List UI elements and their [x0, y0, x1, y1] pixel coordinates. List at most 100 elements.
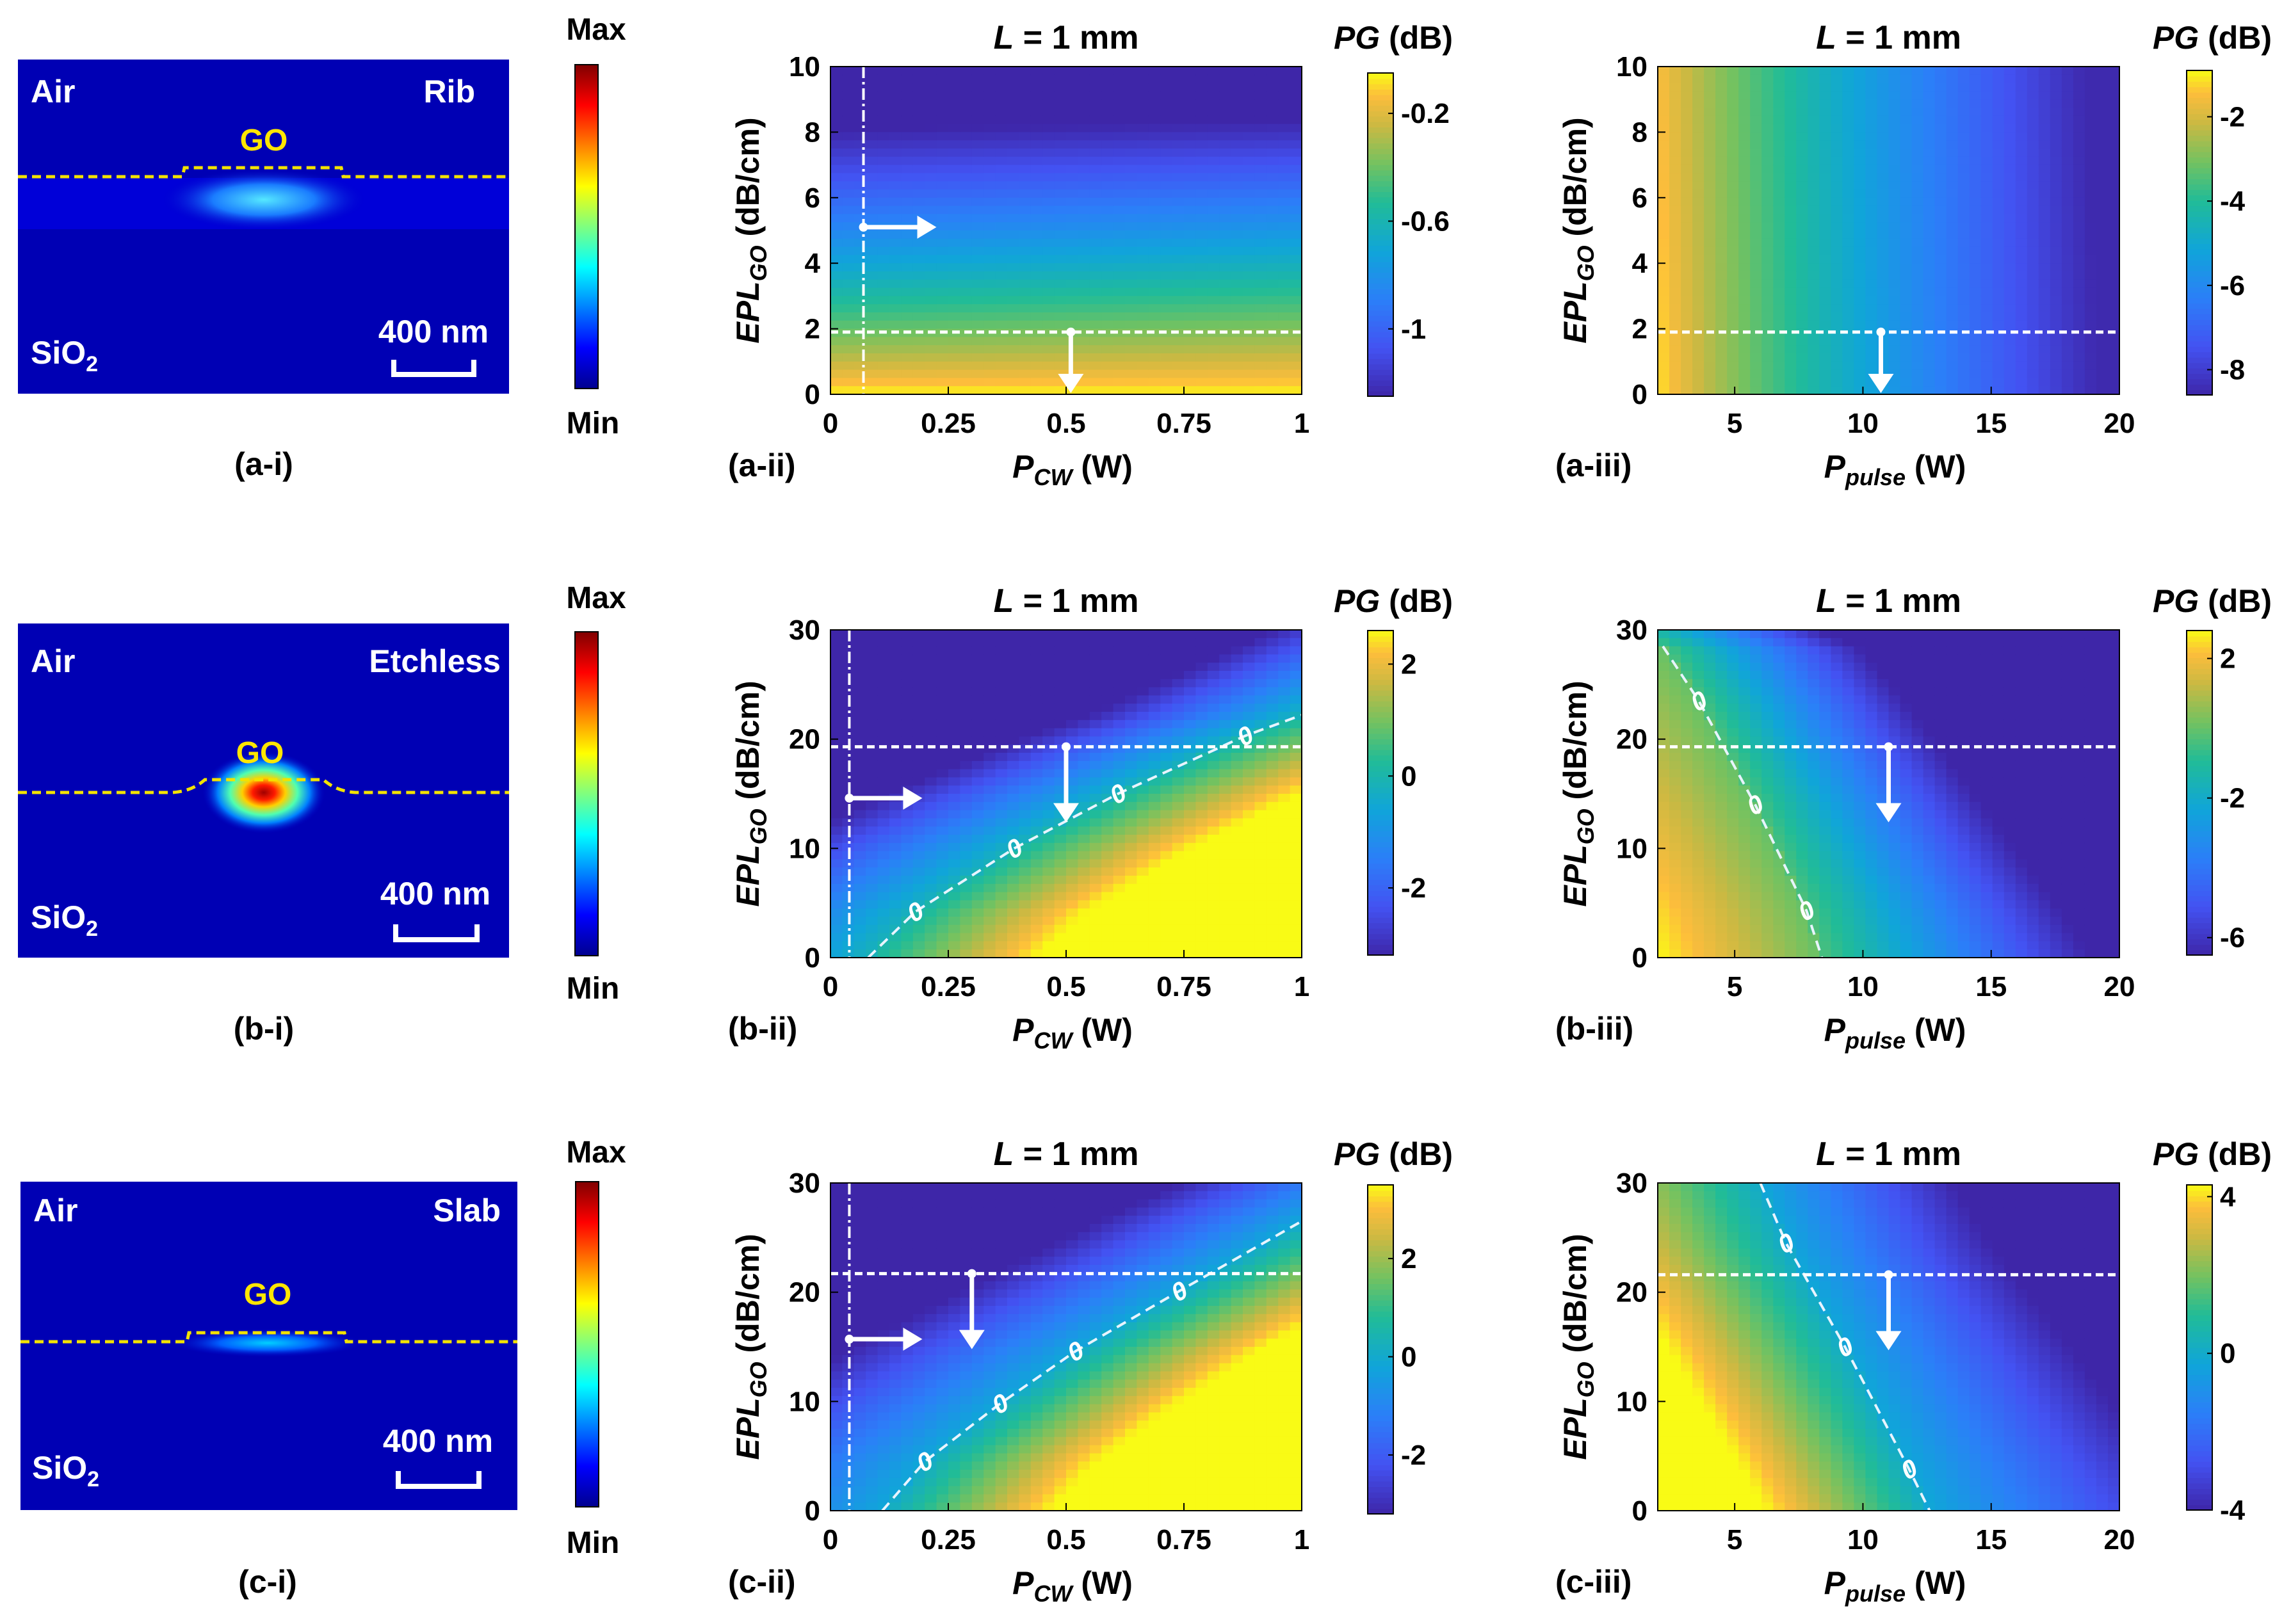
- heatmap-cell: [1054, 851, 1067, 860]
- heatmap-cell: [1900, 378, 1913, 387]
- heatmap-cell: [1231, 312, 1243, 321]
- heatmap-cell: [1030, 941, 1043, 950]
- heatmap-cell: [2038, 271, 2051, 280]
- heatmap-cell: [901, 842, 914, 852]
- heatmap-cell: [1692, 67, 1704, 76]
- heatmap-cell: [1184, 777, 1197, 786]
- heatmap-cell: [1254, 132, 1267, 141]
- heatmap-cell: [2015, 304, 2028, 313]
- heatmap-cell: [1980, 320, 1993, 330]
- heatmap-cell: [830, 687, 843, 696]
- heatmap-cell: [1007, 353, 1020, 362]
- heatmap-cell: [1808, 255, 1820, 264]
- heatmap-cell: [1681, 91, 1693, 100]
- heatmap-cell: [877, 654, 890, 663]
- heatmap-cell: [2108, 304, 2119, 313]
- heatmap-cell: [1172, 924, 1185, 934]
- heatmap-cell: [1243, 296, 1256, 305]
- heatmap-cell: [1254, 222, 1267, 231]
- heatmap-cell: [1715, 361, 1728, 371]
- heatmap-cell: [1172, 842, 1185, 852]
- heatmap-cell: [1160, 165, 1173, 174]
- heatmap-cell: [1957, 205, 1970, 215]
- heatmap-cell: [1266, 883, 1279, 893]
- heatmap-cell: [877, 892, 890, 901]
- heatmap-cell: [1773, 189, 1786, 198]
- heatmap-cell: [1796, 296, 1809, 305]
- heatmap-cell: [2073, 287, 2085, 297]
- heatmap-cell: [1066, 753, 1079, 762]
- heatmap-cell: [866, 630, 878, 639]
- heatmap-cell: [960, 320, 973, 330]
- heatmap-cell: [1207, 361, 1220, 371]
- heatmap-cell: [1773, 132, 1786, 141]
- heatmap-cell: [1773, 238, 1786, 248]
- heatmap-cell: [866, 883, 878, 893]
- heatmap-cell: [1715, 345, 1728, 354]
- heatmap-cell: [1773, 271, 1786, 280]
- heatmap-cell: [971, 124, 984, 133]
- heatmap-cell: [1019, 703, 1032, 712]
- heatmap-cell: [1969, 99, 1982, 108]
- heatmap-cell: [2096, 149, 2109, 157]
- heatmap-cell: [1089, 132, 1102, 141]
- heatmap-cell: [995, 794, 1008, 803]
- heatmap-cell: [1819, 124, 1832, 133]
- heatmap-cell: [936, 687, 949, 696]
- heatmap-cell: [1738, 115, 1751, 125]
- heatmap-cell: [1125, 687, 1138, 696]
- heatmap-cell: [901, 189, 914, 198]
- heatmap-cell: [1819, 238, 1832, 248]
- heatmap-cell: [854, 703, 866, 712]
- heatmap-cell: [854, 296, 866, 305]
- heatmap-cell: [971, 386, 984, 394]
- heatmap-cell: [2015, 361, 2028, 371]
- heatmap-cell: [1888, 149, 1901, 157]
- heatmap-cell: [960, 353, 973, 362]
- heatmap-cell: [1207, 83, 1220, 92]
- heatmap-cell: [901, 679, 914, 688]
- heatmap-cell: [1007, 663, 1020, 671]
- heatmap-cell: [1750, 124, 1762, 133]
- heatmap-cell: [1692, 304, 1704, 313]
- heatmap-cell: [1761, 230, 1774, 239]
- heatmap-cell: [901, 115, 914, 125]
- heatmap-cell: [971, 361, 984, 371]
- heatmap-cell: [1704, 271, 1716, 280]
- heatmap-cell: [1957, 386, 1970, 394]
- heatmap-cell: [995, 801, 1008, 811]
- heatmap-cell: [830, 83, 843, 92]
- heatmap-cell: [1727, 386, 1739, 394]
- heatmap-cell: [1865, 345, 1878, 354]
- heatmap-cell: [1278, 794, 1291, 803]
- mode-colorbar: [574, 64, 599, 389]
- heatmap-cell: [1877, 287, 1890, 297]
- heatmap-cell: [1831, 83, 1843, 92]
- heatmap-cell: [1137, 246, 1149, 256]
- heatmap-cell: [1089, 671, 1102, 680]
- colorbar-segment: [2187, 211, 2212, 217]
- heatmap-cell: [1019, 74, 1032, 84]
- heatmap-cell: [1738, 197, 1751, 207]
- chart-title: L = 1 mm: [1816, 19, 1961, 56]
- heatmap-cell: [1819, 296, 1832, 305]
- heatmap-cell: [1785, 230, 1797, 239]
- heatmap-cell: [889, 679, 902, 688]
- heatmap-cell: [1243, 867, 1256, 876]
- heatmap-cell: [1089, 646, 1102, 655]
- heatmap-cell: [901, 205, 914, 215]
- heatmap-cell: [1266, 753, 1279, 762]
- heatmap-cell: [1865, 124, 1878, 133]
- plot-frame: [1657, 66, 2120, 395]
- heatmap-cell: [1969, 296, 1982, 305]
- mode-spot: [161, 169, 366, 230]
- heatmap-cell: [1148, 933, 1161, 942]
- heatmap-cell: [2084, 149, 2097, 157]
- heatmap-cell: [1089, 149, 1102, 157]
- heatmap-cell: [1195, 132, 1208, 141]
- heatmap-cell: [984, 801, 996, 811]
- colorbar-segment: [1368, 207, 1393, 214]
- heatmap-cell: [1888, 304, 1901, 313]
- heatmap-cell: [936, 785, 949, 794]
- heatmap-cell: [1007, 345, 1020, 354]
